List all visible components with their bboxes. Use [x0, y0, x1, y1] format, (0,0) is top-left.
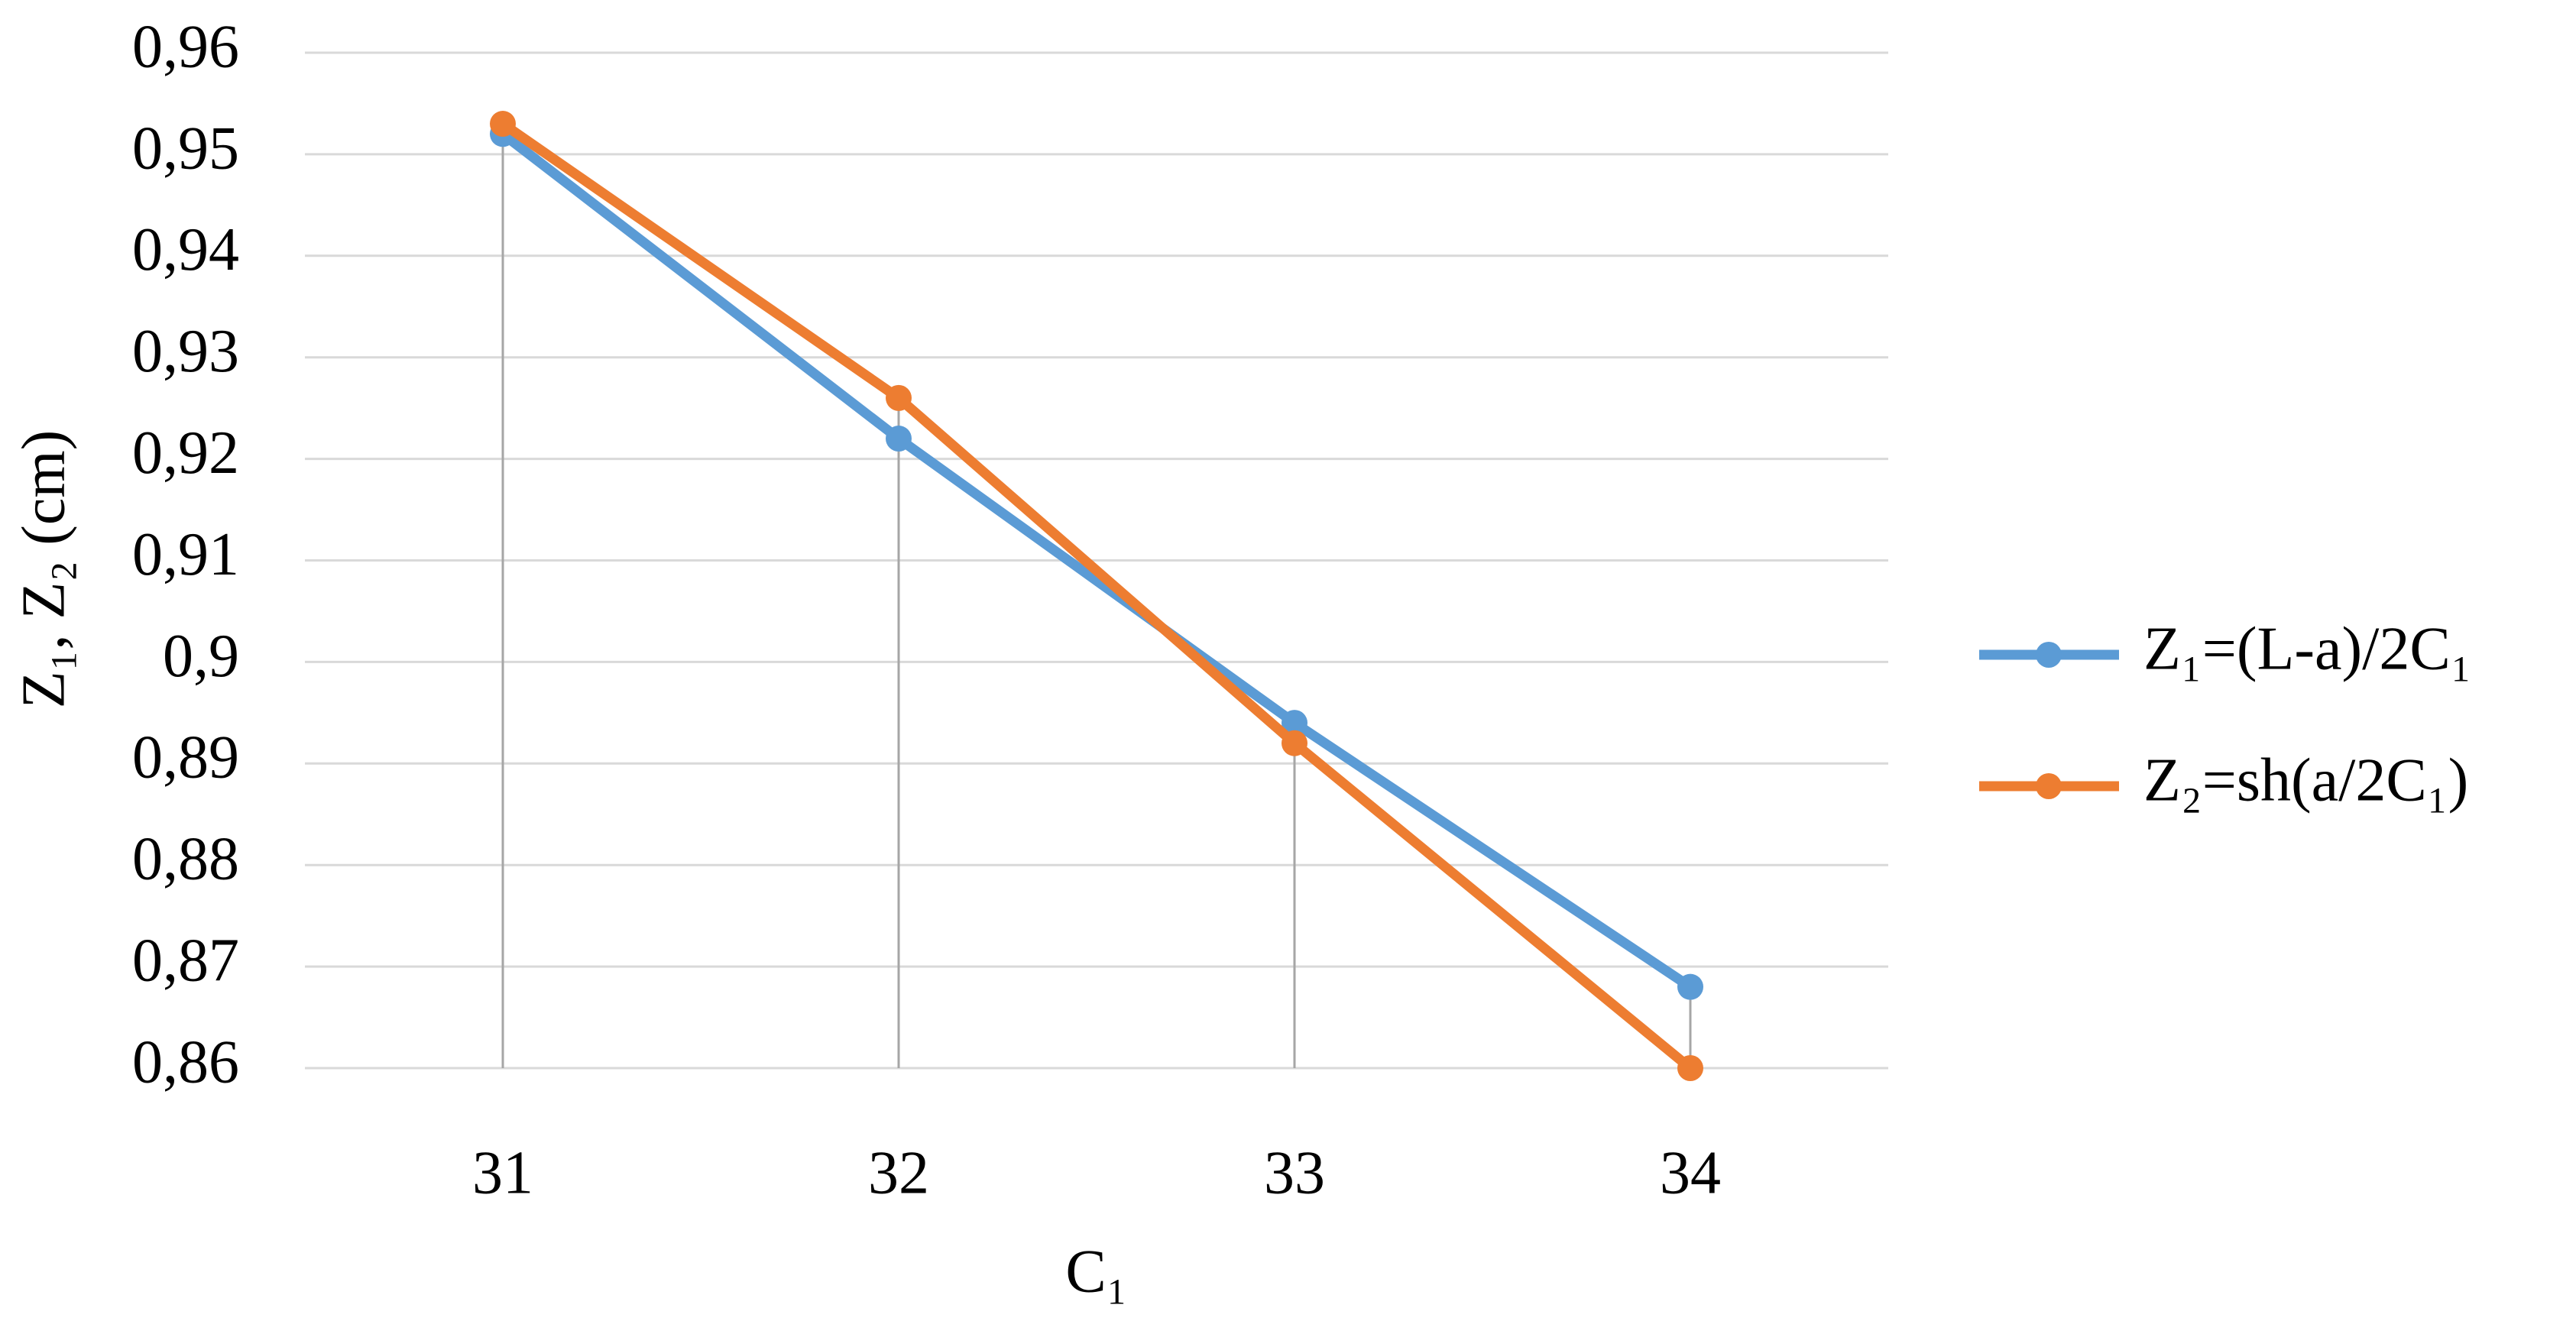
marker — [886, 426, 912, 452]
y-tick-label: 0,95 — [132, 115, 239, 182]
legend-marker — [2036, 773, 2062, 799]
y-tick-label: 0,89 — [132, 724, 239, 792]
legend-label: Z₁=(L-a)/2C₁ — [2143, 615, 2472, 682]
y-tick-label: 0,86 — [132, 1028, 239, 1096]
legend-marker — [2036, 642, 2062, 668]
x-axis-label: C₁ — [1065, 1238, 1127, 1305]
series-line — [500, 119, 1694, 1073]
marker — [1282, 710, 1307, 737]
y-tick-label: 0,91 — [132, 521, 239, 588]
y-tick-label: 0,88 — [132, 826, 239, 893]
y-tick-label: 0,9 — [163, 623, 239, 690]
marker — [886, 384, 912, 411]
marker — [490, 111, 516, 138]
y-tick-label: 0,96 — [132, 13, 239, 80]
marker — [1282, 730, 1307, 756]
y-axis-label: Z₁, Z₂ (cm) — [10, 430, 77, 709]
x-tick-label: 31 — [472, 1139, 533, 1206]
y-tick-label: 0,94 — [132, 216, 239, 283]
y-tick-label: 0,92 — [132, 419, 239, 487]
marker — [1677, 973, 1703, 1000]
series-line — [500, 130, 1693, 992]
x-tick-label: 33 — [1264, 1139, 1325, 1206]
legend-label: Z₂=sh(a/2C₁) — [2143, 746, 2468, 814]
x-tick-label: 32 — [868, 1139, 929, 1206]
y-tick-label: 0,93 — [132, 318, 239, 385]
marker — [1677, 1055, 1703, 1081]
y-tick-label: 0,87 — [132, 927, 239, 994]
x-tick-label: 34 — [1660, 1139, 1721, 1206]
